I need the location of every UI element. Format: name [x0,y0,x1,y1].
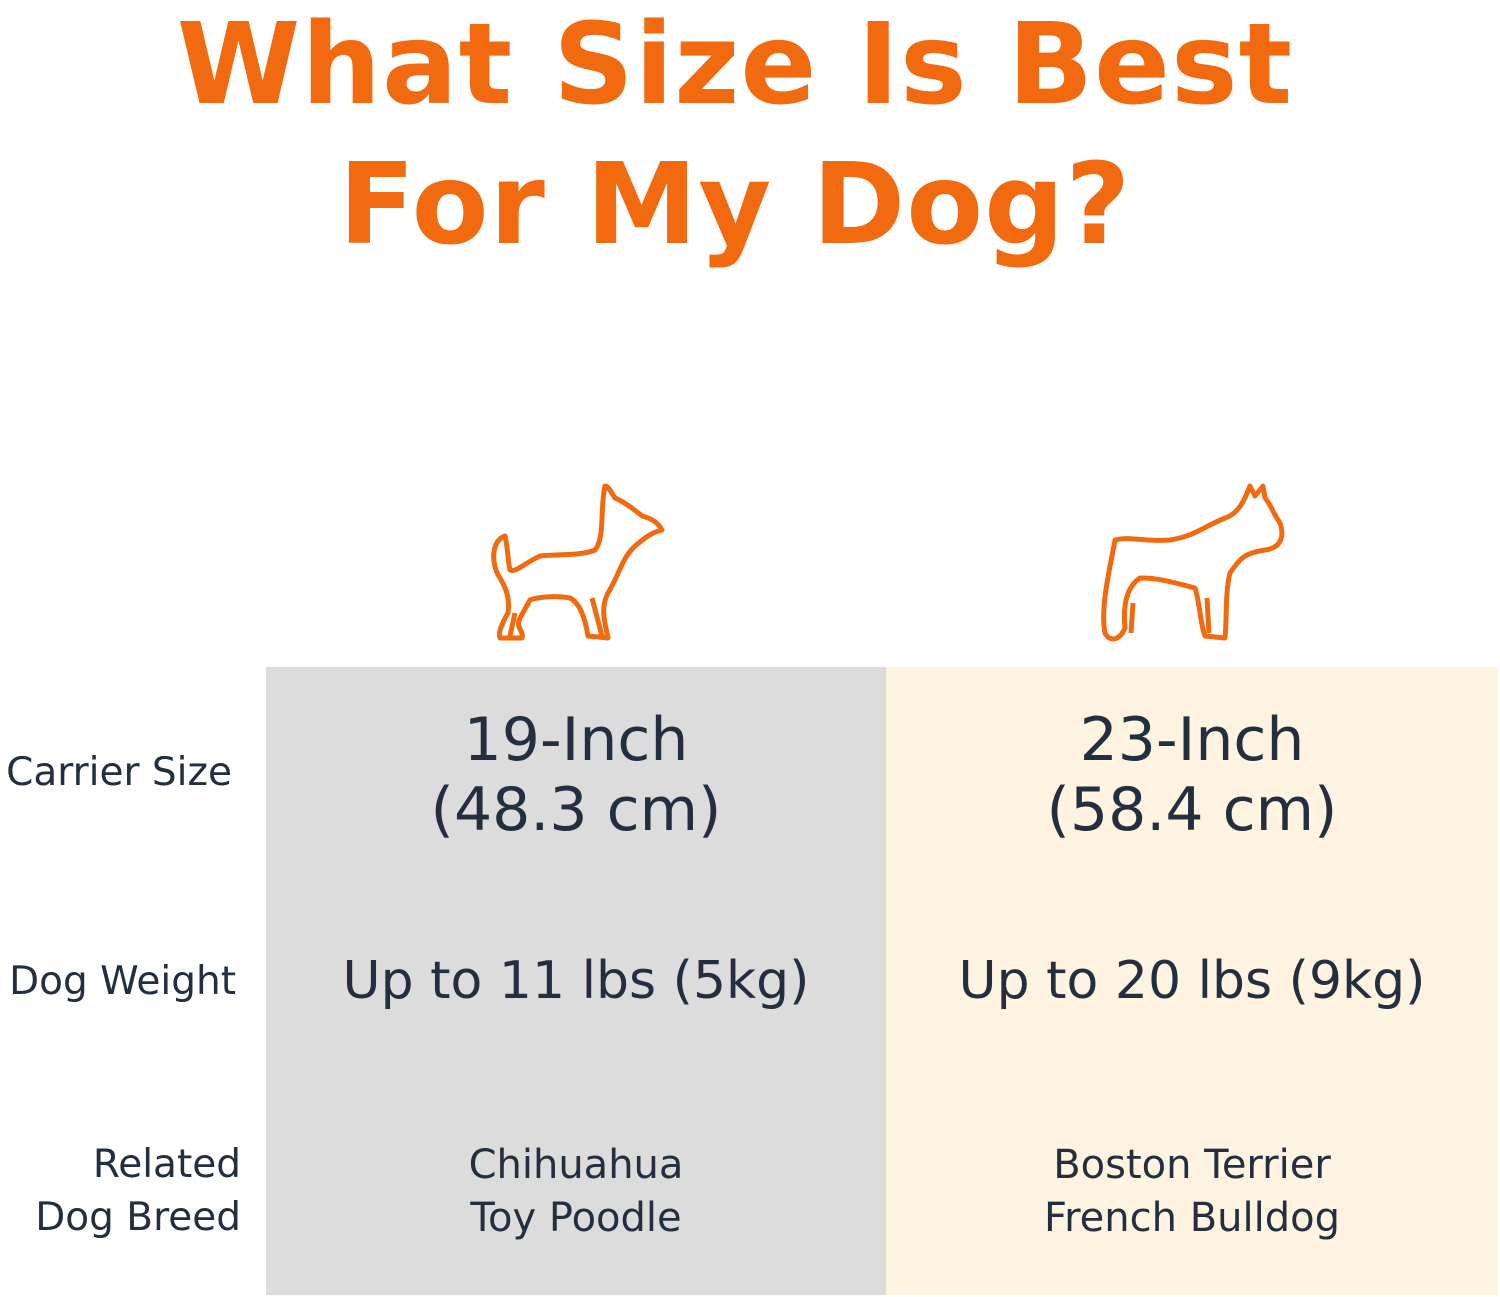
column-19-inch: 19-Inch (48.3 cm) Up to 11 lbs (5kg) Chi… [266,667,886,1295]
label-related-dog-breed: Related Dog Breed [0,1138,241,1244]
dog-weight: Up to 20 lbs (9kg) [958,951,1426,1011]
size-inches: 23-Inch [1079,705,1305,775]
breed: French Bulldog [1044,1195,1340,1241]
label-breed-line-2: Dog Breed [35,1195,241,1240]
related-breeds: Chihuahua Toy Poodle [266,1139,886,1245]
breed: Boston Terrier [1053,1142,1331,1188]
carrier-size: 19-Inch (48.3 cm) [266,705,886,845]
medium-dog-icon [1101,483,1285,642]
breed: Toy Poodle [470,1195,682,1241]
title-line-1: What Size Is Best [176,0,1294,130]
related-breeds: Boston Terrier French Bulldog [886,1139,1498,1245]
size-inches: 19-Inch [463,705,689,775]
breed: Chihuahua [468,1142,684,1188]
small-dog-icon [491,483,665,641]
label-carrier-size: Carrier Size [6,750,232,795]
dog-weight: Up to 11 lbs (5kg) [342,951,810,1011]
title-line-2: For My Dog? [338,140,1132,270]
size-cm: (58.4 cm) [1046,775,1338,845]
label-breed-line-1: Related [92,1142,241,1187]
size-cm: (48.3 cm) [430,775,722,845]
carrier-size: 23-Inch (58.4 cm) [886,705,1498,845]
label-dog-weight: Dog Weight [9,959,236,1004]
column-23-inch: 23-Inch (58.4 cm) Up to 20 lbs (9kg) Bos… [886,667,1498,1295]
